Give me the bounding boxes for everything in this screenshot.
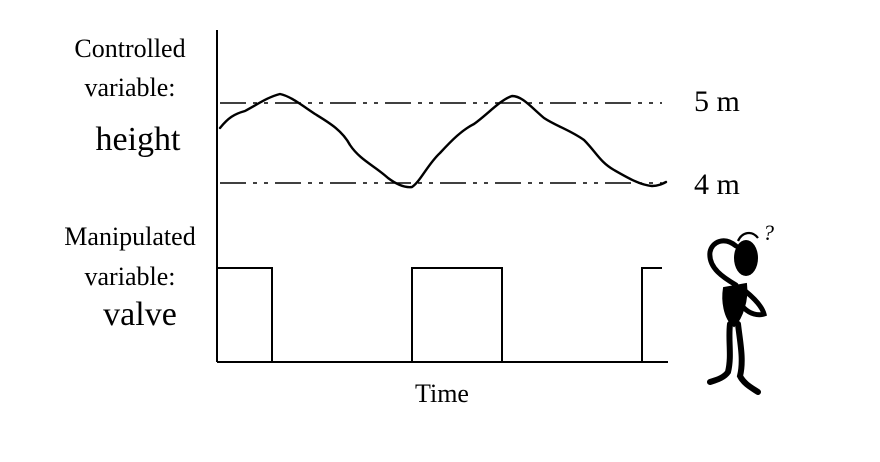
controlled-variable-name: height [96,121,182,158]
question-mark: ? [763,220,774,245]
controlled-variable-label-line2: variable: [85,73,176,102]
manipulated-variable-name: valve [103,296,177,333]
time-axis-label: Time [415,379,469,408]
manipulated-variable-label-line1: Manipulated [64,222,195,251]
manipulated-variable-label-line2: variable: [85,262,176,291]
thinking-person-icon [707,231,767,395]
lower-limit-label: 4 m [694,168,740,201]
controlled-variable-label-line1: Controlled [74,34,185,63]
height-curve [218,92,668,189]
upper-limit-label: 5 m [694,85,740,118]
valve-signal [217,267,662,362]
